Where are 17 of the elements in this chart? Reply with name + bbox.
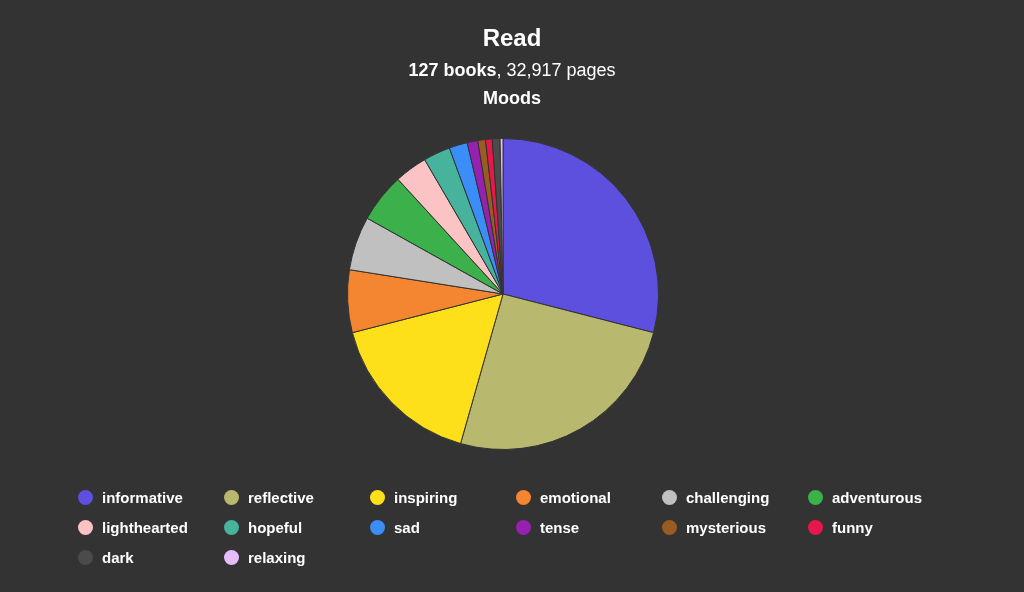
legend-label: relaxing — [248, 549, 306, 566]
legend-label: mysterious — [686, 519, 767, 536]
legend-label: adventurous — [832, 489, 923, 506]
legend-label: tense — [540, 519, 580, 536]
legend-label: emotional — [540, 489, 611, 506]
text: Moods — [482, 88, 542, 109]
legend-label: sad — [394, 519, 420, 536]
chart-subtitle: 127 books, 32,917 pages — [408, 60, 616, 80]
legend-label: challenging — [686, 489, 770, 506]
legend-label: hopeful — [248, 519, 303, 536]
chart-title: Read — [481, 24, 543, 52]
legend-label: funny — [832, 519, 873, 536]
legend-label: inspiring — [394, 489, 458, 506]
legend-label: dark — [102, 549, 134, 566]
legend-label: lighthearted — [102, 519, 188, 536]
legend-label: reflective — [248, 489, 314, 506]
legend-label: informative — [102, 489, 183, 506]
